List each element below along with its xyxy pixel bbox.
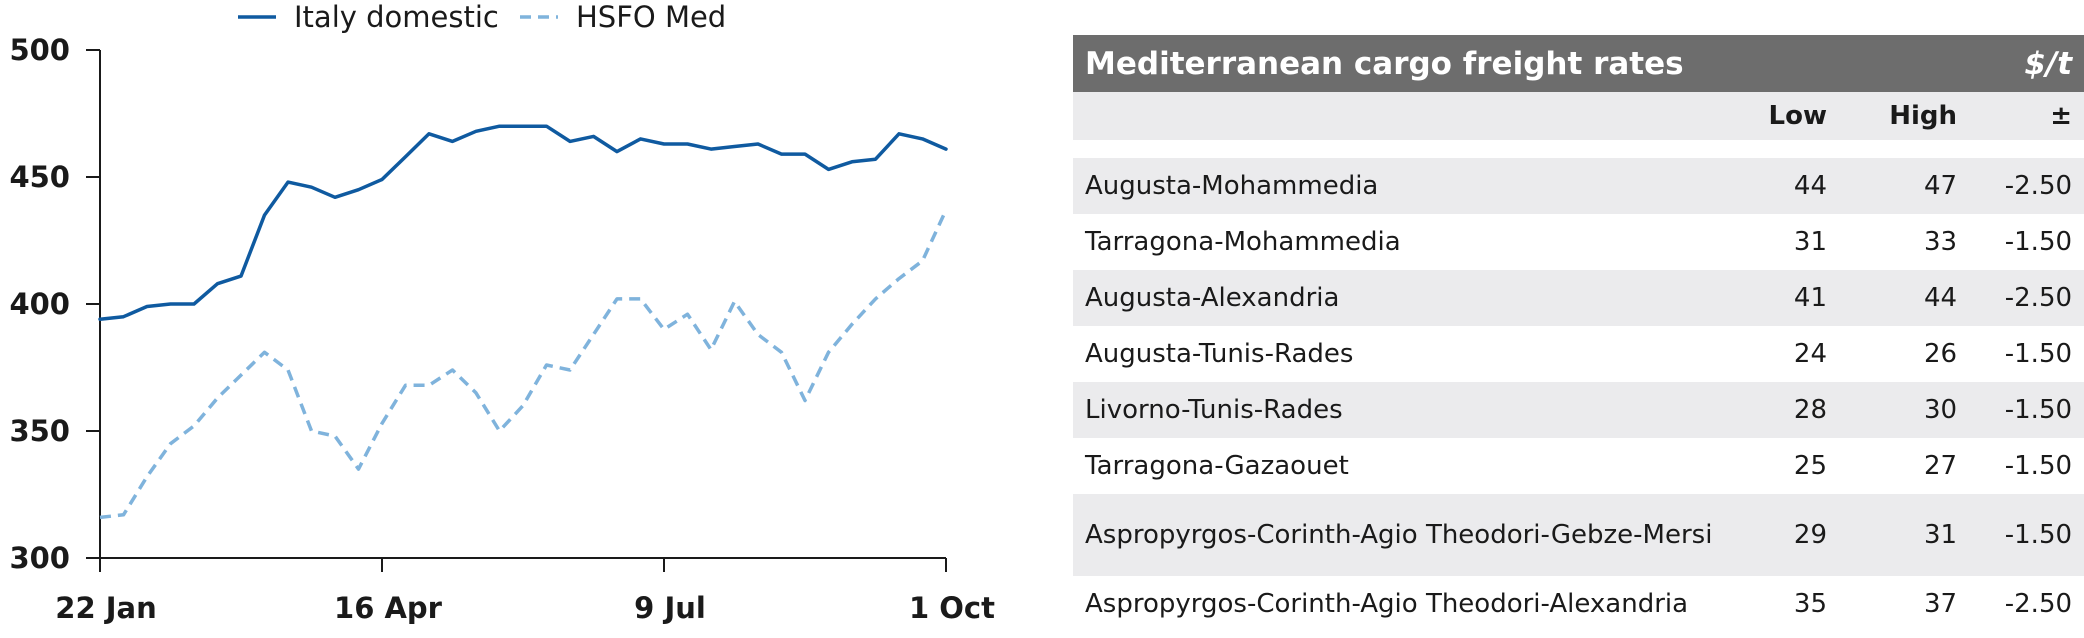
- change-cell: -1.50: [1969, 382, 2084, 438]
- high-cell: 33: [1923, 227, 1958, 257]
- table-row: Tarragona-Mohammedia 31 33 -1.50: [1073, 214, 2084, 270]
- low-cell: 31: [1793, 227, 1827, 257]
- line-chart: Italy domestic HSFO Med 300 350 400 450 500 22…: [9, 0, 995, 625]
- table-unit: $/t: [1969, 35, 2084, 92]
- series-line-2: [99, 209, 948, 520]
- table-row: Tarragona-Gazaouet 25 27 -1.50: [1073, 438, 2084, 494]
- high-cell: 37: [1923, 589, 1958, 619]
- low-cell: 35: [1793, 589, 1827, 619]
- table-title-row: Mediterranean cargo freight rates $/t: [1073, 35, 2084, 92]
- table-spacer: [1073, 140, 2084, 158]
- legend-label: Italy domestic: [294, 0, 499, 34]
- x-tick-label: 22 Jan: [55, 591, 156, 625]
- route-cell: Tarragona-Mohammedia: [1085, 226, 1401, 257]
- legend-label: HSFO Med: [576, 0, 726, 34]
- change-cell: -2.50: [2004, 589, 2073, 619]
- high-cell: 44: [1839, 270, 1970, 326]
- low-cell: 41: [1713, 270, 1839, 326]
- low-cell: 44: [1713, 158, 1839, 214]
- high-cell: 31: [1839, 494, 1970, 576]
- chart-axes: 300 350 400 450 500 22 Jan 16 Apr 9 Jul 1 Oct: [9, 33, 995, 625]
- table-row: Augusta-Alexandria 41 44 -2.50: [1073, 270, 2084, 326]
- high-cell: 26: [1923, 339, 1958, 369]
- table-title: Mediterranean cargo freight rates: [1073, 35, 1970, 92]
- route-cell: Aspropyrgos-Corinth-Agio Theodori-Gebze-…: [1073, 494, 1713, 576]
- high-cell: 30: [1839, 382, 1970, 438]
- table-row: Livorno-Tunis-Rades 28 30 -1.50: [1073, 382, 2084, 438]
- route-cell: Aspropyrgos-Corinth-Agio Theodori-Alexan…: [1085, 588, 1689, 619]
- route-cell: Augusta-Tunis-Rades: [1085, 338, 1354, 369]
- route-cell: Augusta-Mohammedia: [1073, 158, 1713, 214]
- low-cell: 29: [1713, 494, 1839, 576]
- change-cell: -2.50: [1969, 270, 2084, 326]
- route-cell: Augusta-Alexandria: [1073, 270, 1713, 326]
- y-tick-label: 400: [9, 287, 70, 321]
- series-line-1: [98, 124, 948, 321]
- change-cell: -1.50: [2004, 227, 2073, 257]
- y-tick-label: 500: [9, 33, 70, 67]
- y-tick-label: 450: [9, 160, 70, 194]
- x-tick-label: 1 Oct: [909, 591, 995, 625]
- table-row: Augusta-Tunis-Rades 24 26 -1.50: [1073, 326, 2084, 382]
- change-cell: -1.50: [1969, 494, 2084, 576]
- high-cell: 47: [1839, 158, 1970, 214]
- x-tick-label: 9 Jul: [634, 591, 706, 625]
- change-cell: -1.50: [2004, 451, 2073, 481]
- table-row: Augusta-Mohammedia 44 47 -2.50: [1073, 158, 2084, 214]
- chart-series: [98, 124, 948, 520]
- y-tick-label: 350: [9, 414, 70, 448]
- chart-legend: Italy domestic HSFO Med: [238, 0, 726, 34]
- route-cell: Livorno-Tunis-Rades: [1073, 382, 1713, 438]
- column-header-low: Low: [1713, 92, 1839, 140]
- column-header-change: ±: [1969, 92, 2084, 140]
- column-header-route: [1073, 92, 1713, 140]
- freight-rates-table: Mediterranean cargo freight rates $/t Lo…: [1073, 35, 2084, 632]
- high-cell: 27: [1923, 451, 1958, 481]
- low-cell: 28: [1713, 382, 1839, 438]
- column-header-high: High: [1839, 92, 1970, 140]
- x-tick-label: 16 Apr: [334, 591, 443, 625]
- route-cell: Tarragona-Gazaouet: [1085, 450, 1349, 481]
- table-header-row: Low High ±: [1073, 92, 2084, 140]
- change-cell: -2.50: [1969, 158, 2084, 214]
- table-row: Aspropyrgos-Corinth-Agio Theodori-Alexan…: [1073, 576, 2084, 632]
- change-cell: -1.50: [2004, 339, 2073, 369]
- y-tick-label: 300: [9, 541, 70, 575]
- table-row: Aspropyrgos-Corinth-Agio Theodori-Gebze-…: [1073, 494, 2084, 576]
- low-cell: 25: [1793, 451, 1827, 481]
- low-cell: 24: [1793, 339, 1827, 369]
